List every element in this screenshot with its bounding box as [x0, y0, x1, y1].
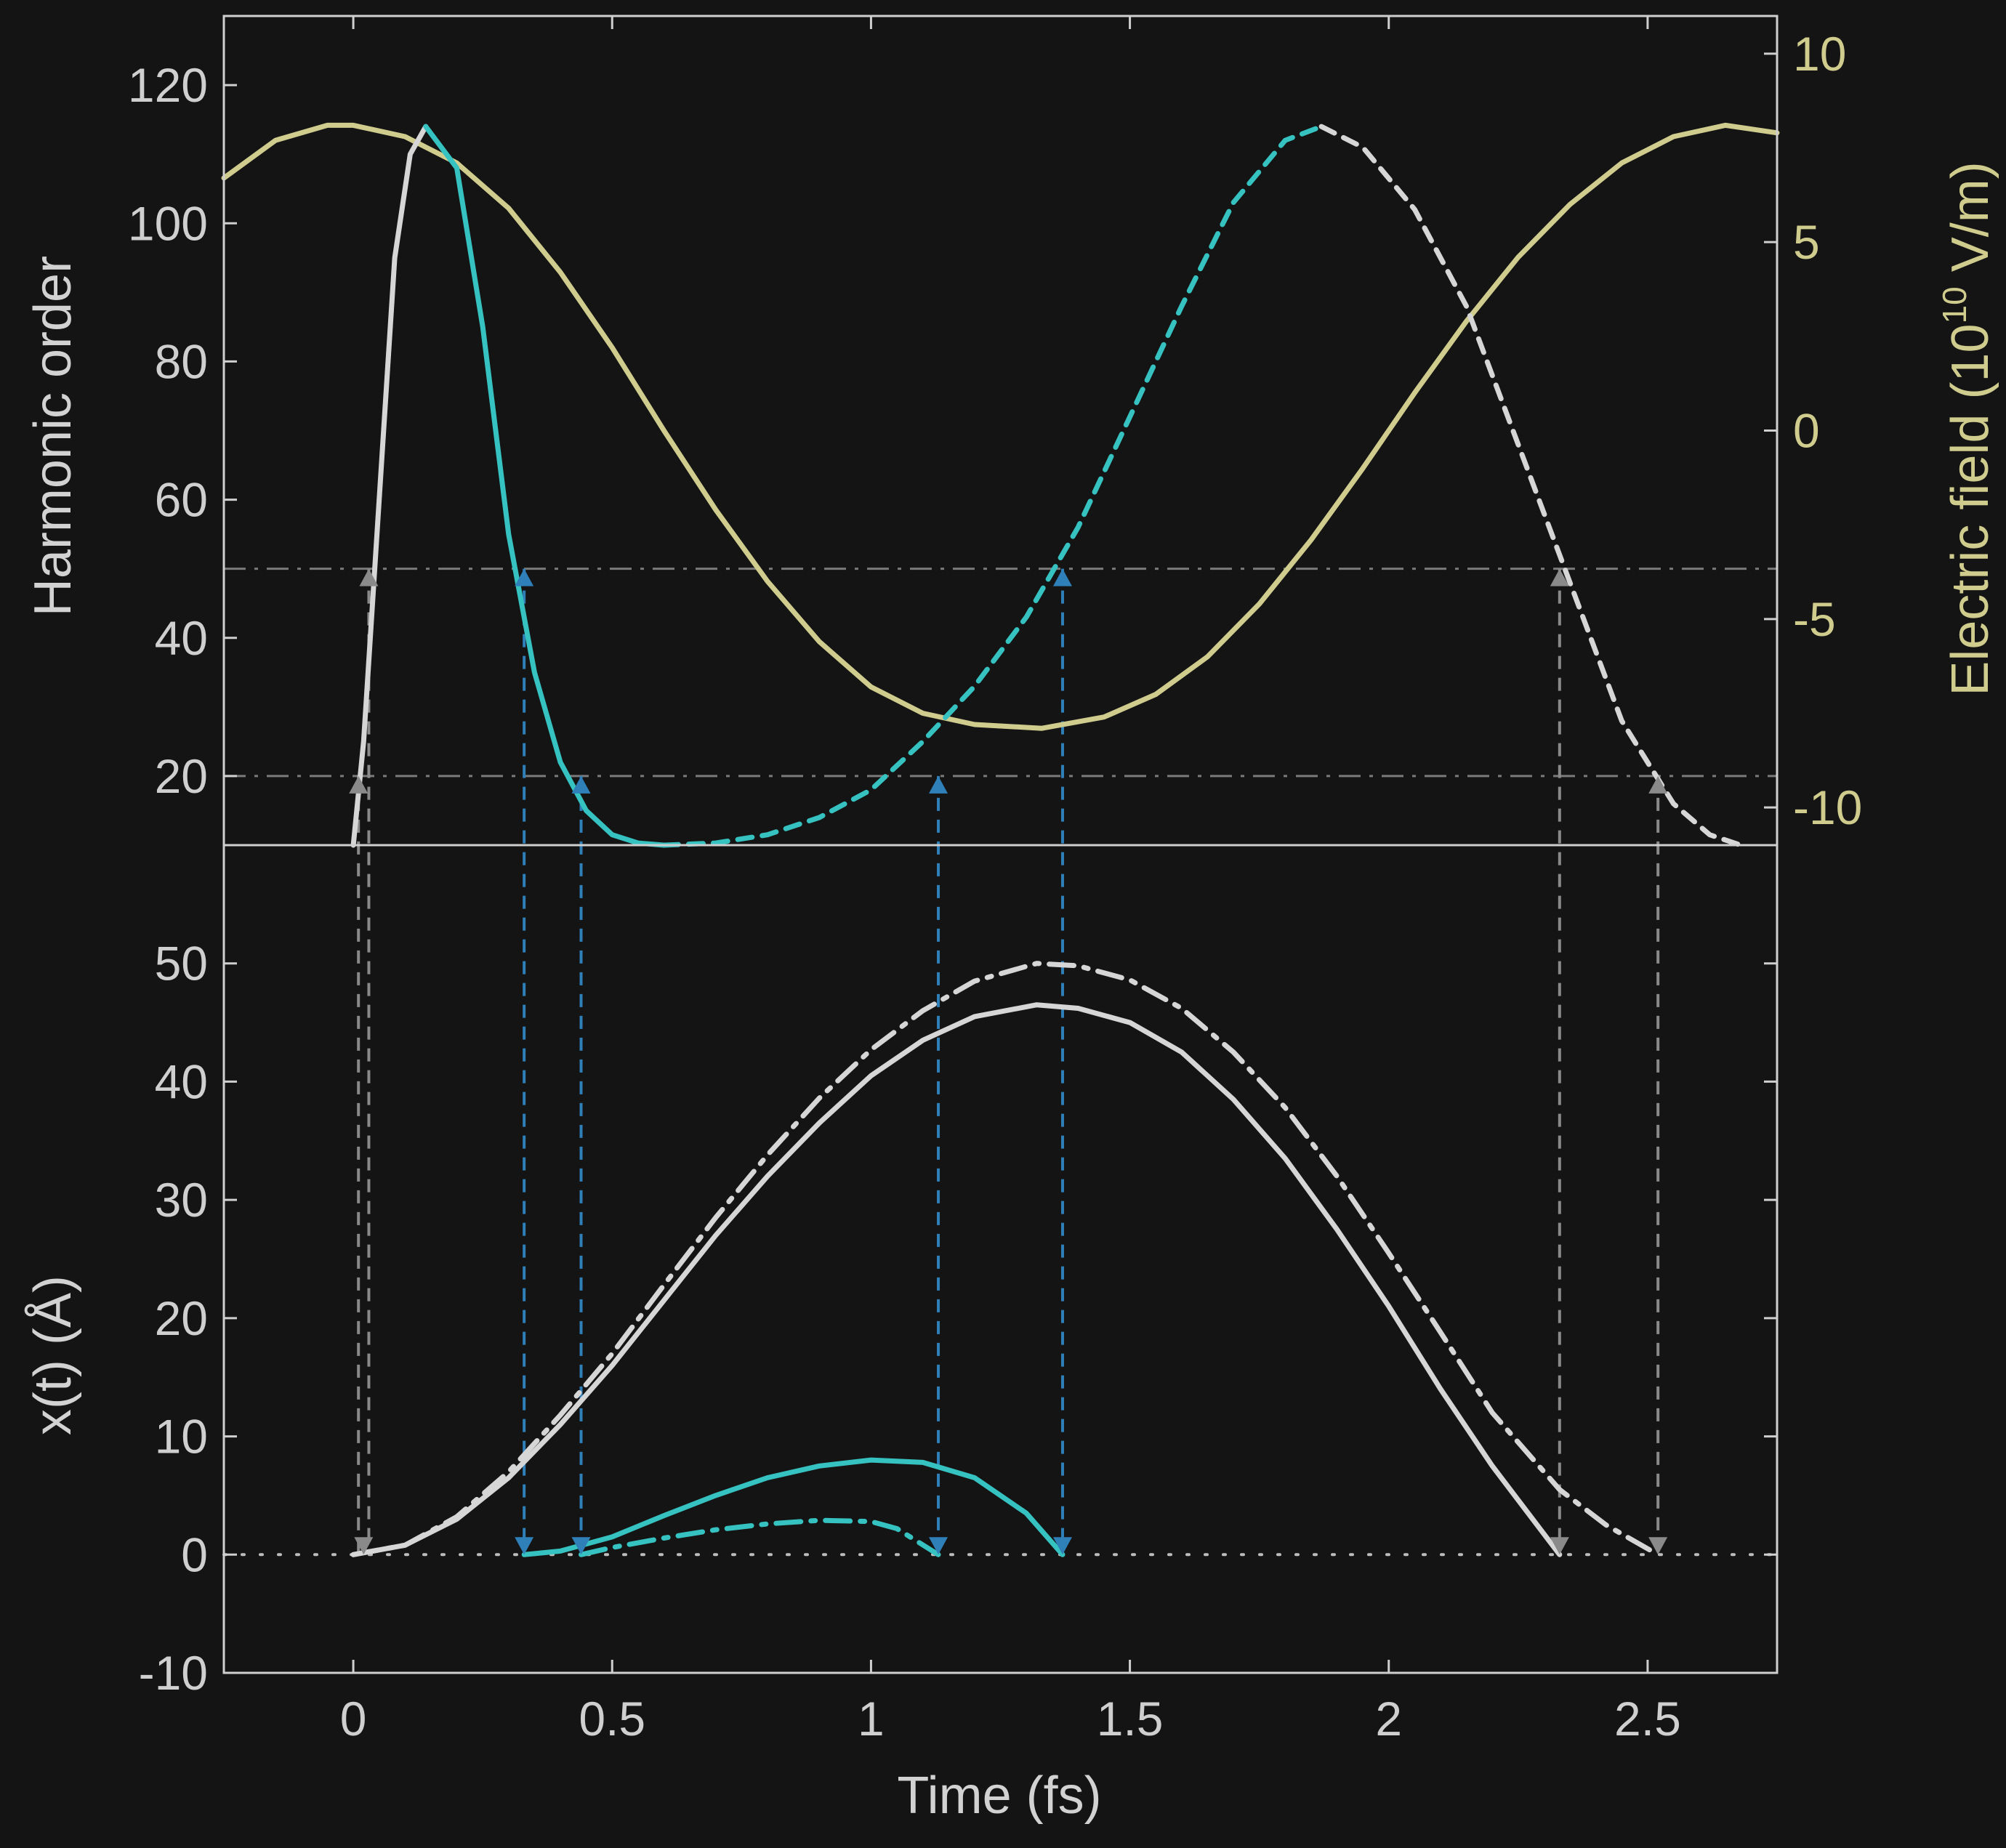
top-left-tick-label-80: 80 [155, 334, 208, 388]
top-arrow-marker-7 [1648, 775, 1668, 794]
bottom-series-2 [521, 1457, 1066, 1557]
data-series [221, 122, 1780, 1557]
bottom-arrow-marker-6 [1648, 1537, 1668, 1555]
bottom-arrow-marker-5 [1550, 1537, 1569, 1555]
top-arrow-marker-1 [349, 775, 368, 794]
top-series-3 [661, 124, 1324, 848]
x-axis-label: Time (fs) [897, 1767, 1101, 1825]
top-y-axis-label: Harmonic order [24, 256, 82, 616]
arrow-markers [349, 568, 1668, 1555]
bottom-left-tick-label-0: 0 [181, 1528, 208, 1581]
bottom-left-tick-label-30: 30 [155, 1173, 208, 1227]
bottom-arrow-marker-1 [515, 1537, 534, 1555]
right-tick-label-0: 0 [1793, 404, 1820, 458]
right-tick-label-5: 5 [1793, 215, 1820, 269]
top-series-0-electric-field [221, 122, 1780, 731]
x-tick-label-1.5: 1.5 [1097, 1692, 1164, 1746]
top-left-tick-label-60: 60 [155, 473, 208, 527]
bottom-arrow-marker-2 [571, 1537, 591, 1555]
bottom-left-tick-label-50: 50 [155, 937, 208, 990]
bottom-series-1 [350, 961, 1661, 1557]
reference-lines [222, 568, 1779, 1557]
top-series-4 [1318, 124, 1744, 848]
bottom-arrow-marker-0 [354, 1537, 374, 1555]
bottom-series-0 [350, 1002, 1563, 1557]
bottom-arrow-marker-4 [1052, 1537, 1072, 1555]
top-arrow-marker-6 [1550, 568, 1569, 586]
top-arrow-marker-0 [359, 568, 379, 586]
x-tick-label-2.5: 2.5 [1614, 1692, 1681, 1746]
top-arrow-marker-3 [571, 775, 591, 794]
right-tick-label--10: -10 [1793, 780, 1862, 834]
bottom-y-axis-label: x(t) (Å) [24, 1275, 82, 1435]
axis-ticks: 20 40 60 80 100 120 -10 -5 0 5 10 -10 0 10 20 30 40 50 0 0.… [128, 16, 1862, 1746]
bottom-arrow-marker-3 [929, 1537, 948, 1555]
top-series-2 [423, 124, 666, 848]
x-tick-label-1: 1 [858, 1692, 885, 1746]
bottom-left-tick-label-10: 10 [155, 1410, 208, 1464]
bottom-left-tick-label-40: 40 [155, 1054, 208, 1108]
top-left-tick-label-100: 100 [128, 196, 208, 250]
bottom-left-tick-label--10: -10 [139, 1646, 208, 1700]
top-arrow-marker-5 [1052, 568, 1072, 586]
right-tick-label-10: 10 [1793, 27, 1846, 81]
x-tick-label-0: 0 [340, 1692, 367, 1746]
right-y-axis-label-units: V/m) [1941, 161, 1999, 286]
right-y-axis-label-main: Electric field (10 [1941, 323, 1999, 695]
x-tick-label-2: 2 [1375, 1692, 1402, 1746]
bottom-axes-frame [222, 844, 1779, 1674]
right-y-axis-label: Electric field (1010 V/m) [1935, 161, 1999, 695]
top-arrow-marker-4 [929, 775, 948, 794]
right-y-axis-label-exponent: 10 [1935, 286, 1973, 323]
bottom-left-tick-label-20: 20 [155, 1291, 208, 1345]
top-left-tick-label-40: 40 [155, 611, 208, 665]
x-tick-label-0.5: 0.5 [579, 1692, 645, 1746]
bottom-series-3 [579, 1517, 941, 1557]
arrow-connectors [357, 568, 1660, 1555]
top-series-1-short-and-long-trajectories [350, 124, 429, 848]
right-tick-label--5: -5 [1793, 592, 1836, 646]
top-arrow-marker-2 [515, 568, 534, 586]
top-left-tick-label-20: 20 [155, 749, 208, 803]
top-left-tick-label-120: 120 [128, 58, 208, 112]
